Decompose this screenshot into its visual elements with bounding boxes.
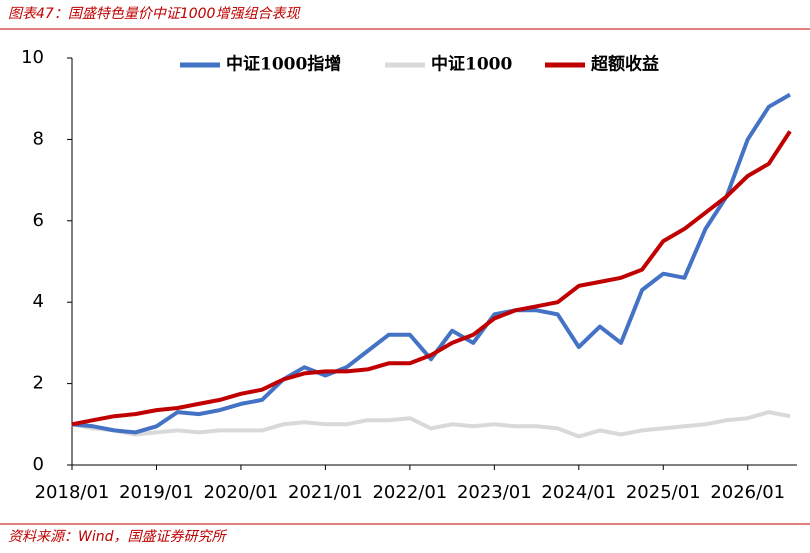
legend-label: 超额收益 — [591, 54, 659, 75]
y-tick-label: 10 — [21, 47, 44, 68]
chart-title: 图表47：国盛特色量价中证1000增强组合表现 — [8, 6, 301, 22]
series-line — [71, 92, 791, 435]
x-tick-label: 2025/01 — [626, 482, 701, 503]
x-tick-label: 2020/01 — [204, 482, 279, 503]
x-tick-label: 2019/01 — [119, 482, 194, 503]
x-tick-label: 2022/01 — [372, 482, 447, 503]
y-tick-label: 6 — [33, 210, 44, 231]
y-tick-label: 8 — [33, 128, 44, 149]
y-tick-label: 4 — [33, 291, 44, 312]
legend-label: 中证1000 — [431, 54, 512, 75]
y-tick-label: 2 — [33, 373, 44, 394]
x-tick-label: 2026/01 — [710, 482, 785, 503]
legend-label: 中证1000指增 — [226, 54, 341, 75]
series-line — [71, 410, 791, 439]
source: 资料来源：Wind，国盛证券研究所 — [8, 529, 227, 545]
x-tick-label: 2023/01 — [457, 482, 532, 503]
x-tick-label: 2018/01 — [35, 482, 110, 503]
series-line — [71, 130, 792, 427]
x-tick-label: 2021/01 — [288, 482, 363, 503]
x-tick-label: 2024/01 — [541, 482, 616, 503]
y-tick-label: 0 — [33, 454, 44, 475]
